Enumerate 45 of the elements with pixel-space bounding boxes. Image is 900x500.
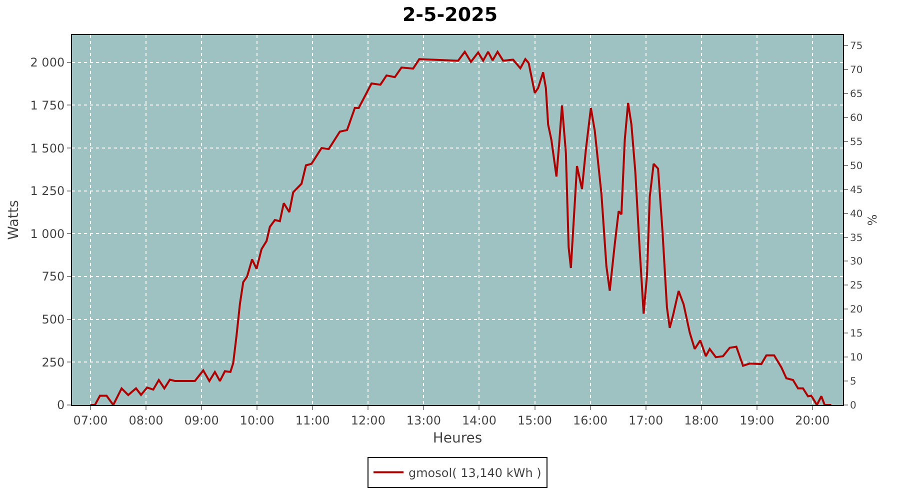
y2-tick-label: 10 (850, 352, 863, 364)
x-tick-label: 14:00 (462, 413, 497, 428)
x-tick-label: 16:00 (573, 413, 608, 428)
x-tick-label: 11:00 (295, 413, 330, 428)
y2-tick-label: 55 (850, 136, 863, 148)
y2-tick-label: 5 (850, 376, 856, 388)
x-tick-label: 10:00 (240, 413, 274, 428)
y2-tick-label: 0 (850, 400, 856, 412)
x-tick-label: 17:00 (628, 413, 664, 428)
y2-tick-label: 15 (850, 328, 863, 340)
y-tick-label: 1 250 (30, 184, 65, 198)
x-tick-label: 18:00 (684, 413, 719, 428)
y-tick-label: 1 000 (30, 226, 65, 241)
legend-label: gmosol( 13,140 kWh ) (408, 466, 542, 480)
y-tick-label: 500 (42, 312, 65, 327)
y-tick-label: 250 (42, 355, 65, 370)
y2-tick-label: 35 (850, 232, 863, 244)
x-tick-label: 12:00 (350, 413, 386, 428)
y2-tick-label: 60 (850, 112, 863, 124)
x-tick-label: 09:00 (184, 413, 219, 428)
y-tick-label: 2 000 (30, 56, 65, 70)
x-tick-label: 13:00 (406, 413, 442, 428)
x-tick-label: 15:00 (517, 413, 552, 428)
chart-title: 2-5-2025 (402, 4, 498, 26)
y2-tick-label: 75 (850, 41, 863, 52)
y2-tick-label: 30 (850, 256, 863, 268)
y-tick-label: 1 750 (30, 98, 65, 112)
x-tick-label: 08:00 (128, 413, 164, 428)
line-series (89, 50, 832, 405)
y2-tick-label: 70 (850, 65, 863, 76)
y2-tick-label: 40 (850, 208, 863, 220)
x-axis-title: Heures (432, 430, 482, 447)
x-tick-label: 20:00 (795, 413, 830, 428)
y2-tick-label: 50 (850, 160, 863, 172)
y-axis-title: Watts (6, 200, 22, 240)
y2-tick-label: 45 (850, 184, 863, 196)
y2-axis-title: % (866, 214, 880, 226)
y-tick-label: 0 (56, 398, 65, 412)
y2-tick-label: 25 (850, 280, 863, 292)
x-tick-label: 19:00 (740, 413, 774, 428)
y-tick-label: 750 (42, 270, 65, 284)
y2-tick-label: 65 (850, 88, 863, 100)
y2-tick-label: 20 (850, 304, 863, 316)
y-tick-label: 1 500 (30, 141, 65, 156)
x-tick-label: 07:00 (73, 413, 108, 428)
